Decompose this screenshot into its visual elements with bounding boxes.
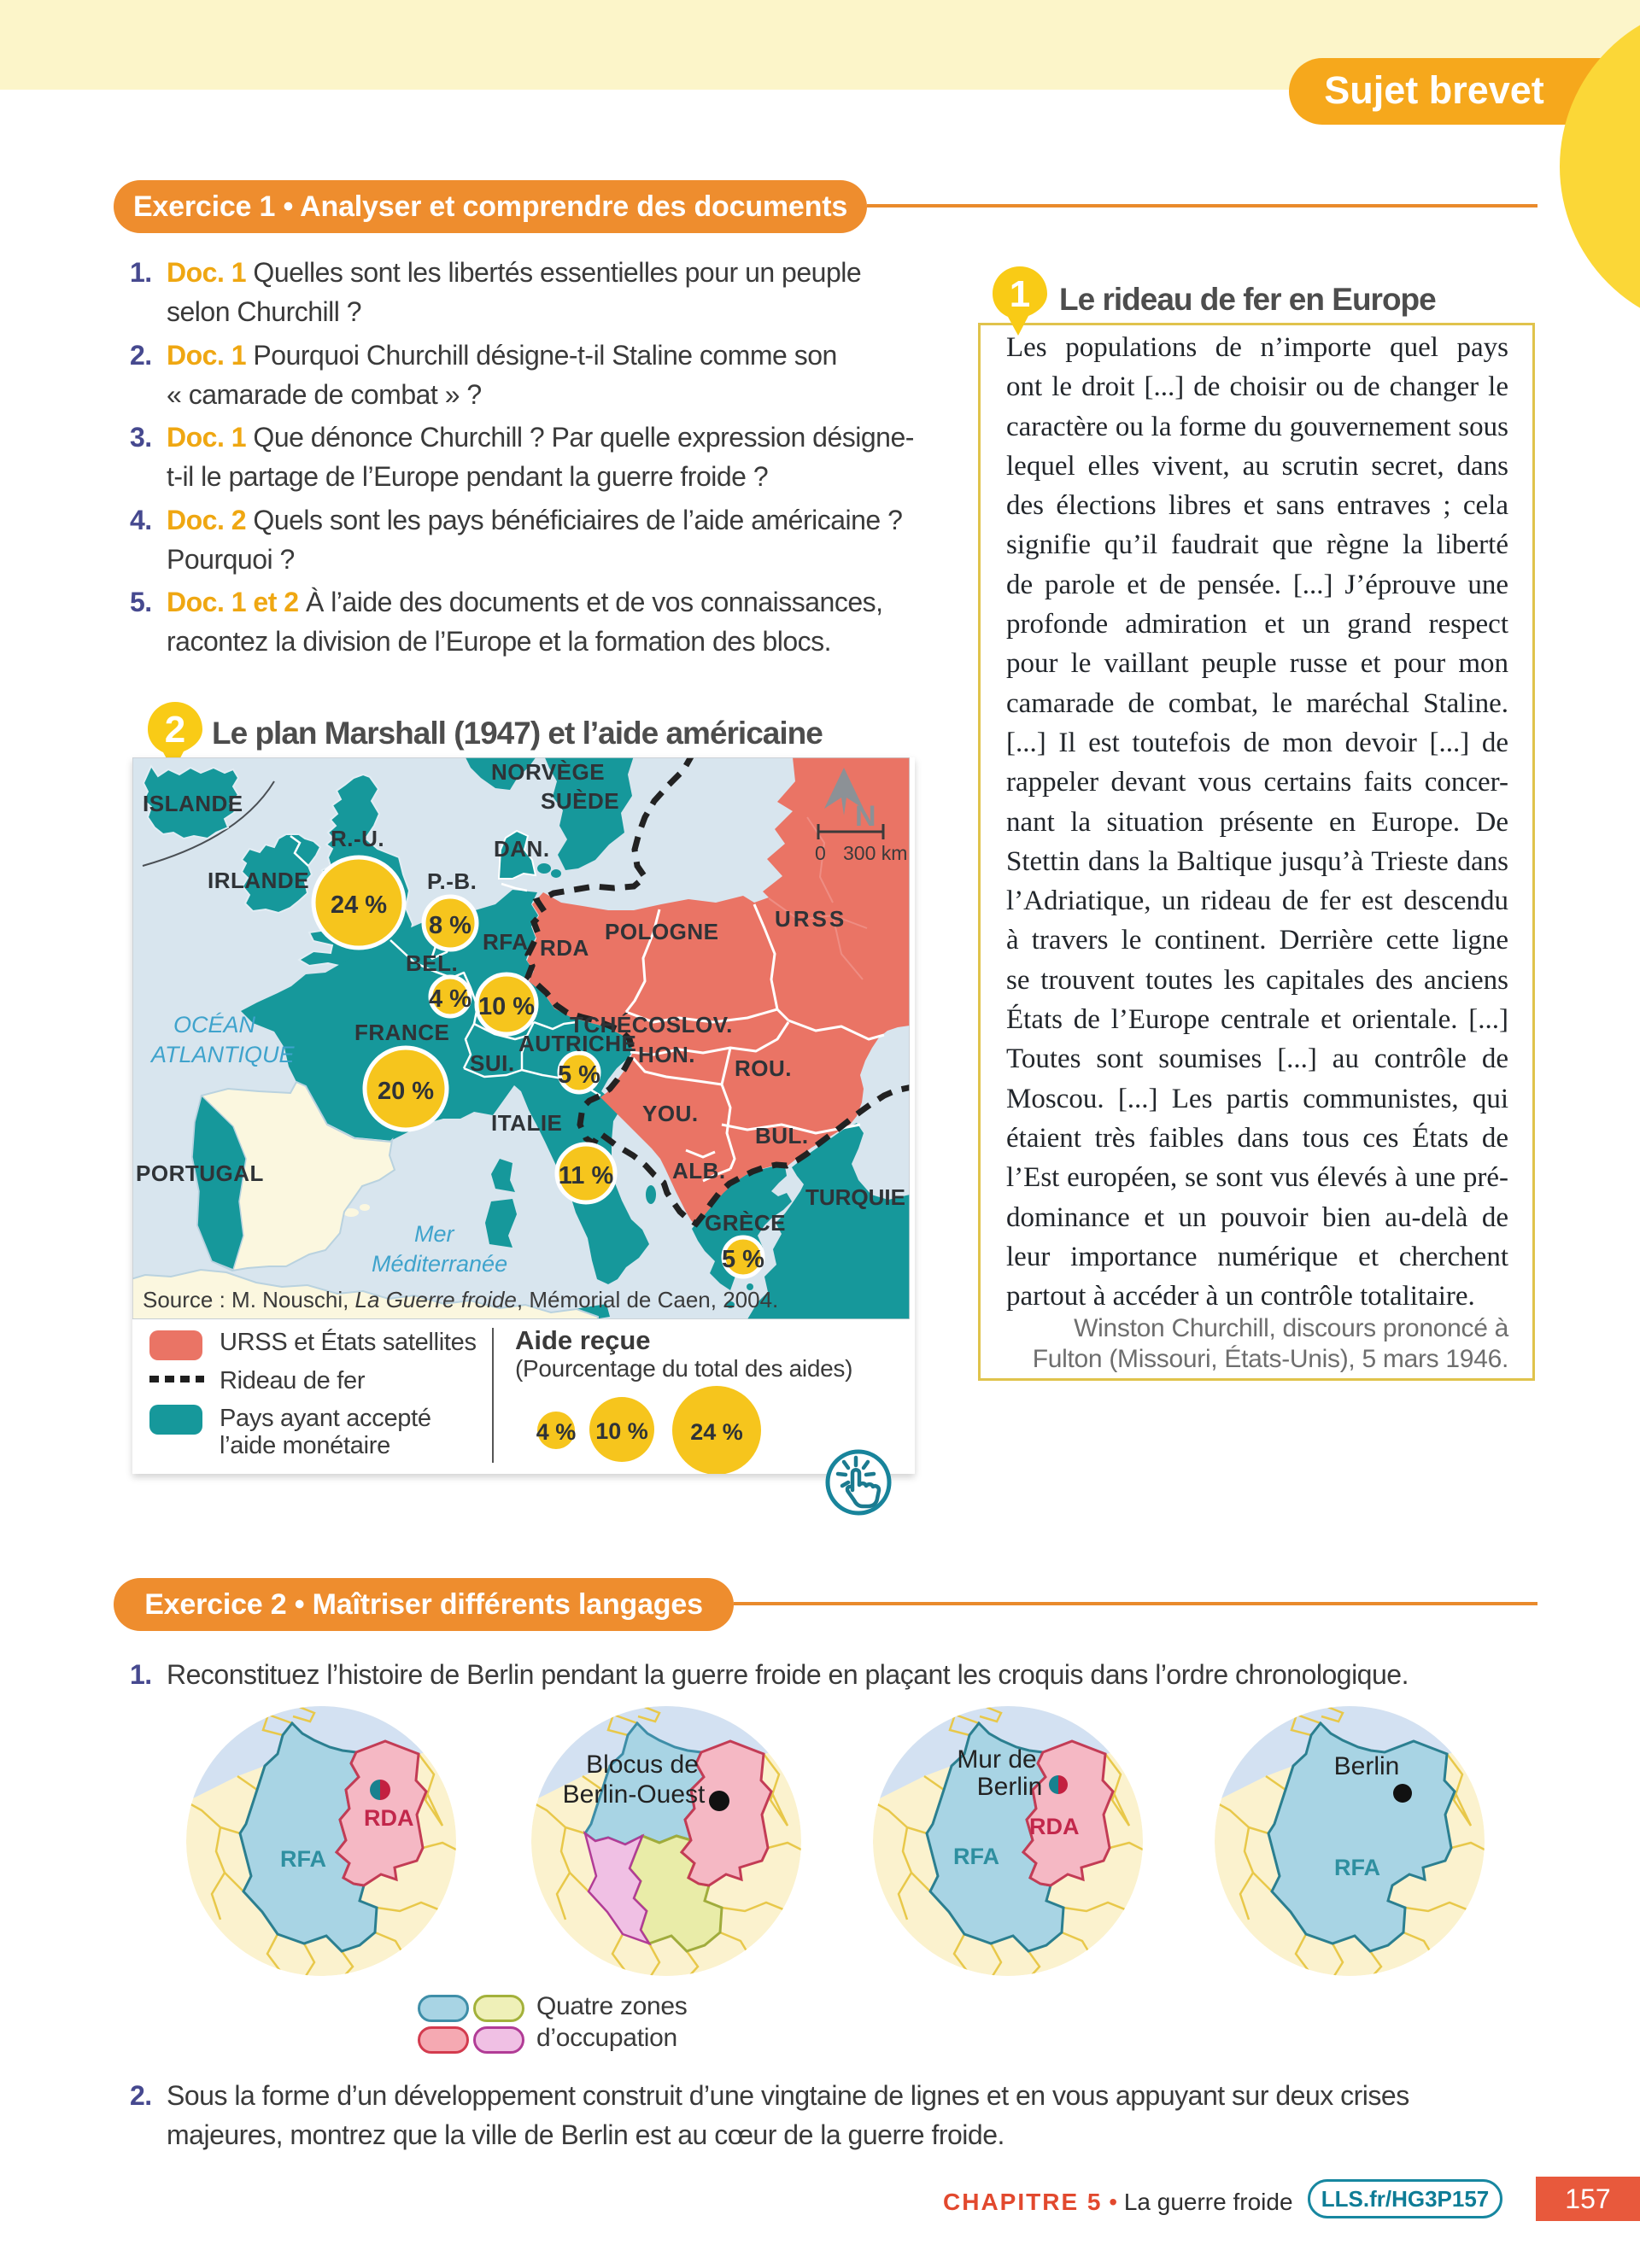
svg-text:Mer: Mer bbox=[414, 1221, 455, 1247]
svg-text:1: 1 bbox=[1010, 273, 1030, 315]
svg-text:Berlin: Berlin bbox=[977, 1773, 1043, 1801]
svg-text:Mur de: Mur de bbox=[957, 1745, 1036, 1774]
svg-text:RDA: RDA bbox=[540, 935, 589, 961]
svg-text:10 %: 10 % bbox=[478, 993, 535, 1020]
svg-text:0: 0 bbox=[815, 842, 826, 864]
svg-text:R.-U.: R.-U. bbox=[331, 826, 384, 851]
svg-text:BEL.: BEL. bbox=[406, 950, 458, 976]
svg-text:RDA: RDA bbox=[364, 1805, 414, 1831]
svg-text:RFA: RFA bbox=[953, 1844, 999, 1869]
svg-text:OCÉAN: OCÉAN bbox=[173, 1012, 256, 1038]
svg-text:POLOGNE: POLOGNE bbox=[605, 919, 719, 944]
svg-text:NORVÈGE: NORVÈGE bbox=[491, 759, 605, 785]
svg-text:300 km: 300 km bbox=[843, 842, 907, 864]
svg-text:N: N bbox=[855, 800, 876, 833]
svg-text:24 %: 24 % bbox=[690, 1419, 743, 1445]
svg-text:20 %: 20 % bbox=[378, 1078, 434, 1105]
svg-text:8 %: 8 % bbox=[429, 912, 472, 939]
svg-text:P.-B.: P.-B. bbox=[427, 868, 477, 894]
svg-text:YOU.: YOU. bbox=[642, 1101, 699, 1126]
svg-text:11 %: 11 % bbox=[559, 1162, 614, 1190]
svg-text:10 %: 10 % bbox=[595, 1418, 648, 1444]
svg-text:ALB.: ALB. bbox=[672, 1158, 726, 1184]
svg-text:ITALIE: ITALIE bbox=[491, 1110, 562, 1136]
svg-text:2: 2 bbox=[165, 709, 185, 751]
svg-text:TURQUIE: TURQUIE bbox=[805, 1184, 905, 1210]
svg-text:IRLANDE: IRLANDE bbox=[208, 868, 309, 893]
svg-text:AUTRICHE: AUTRICHE bbox=[518, 1031, 636, 1056]
svg-text:DAN.: DAN. bbox=[494, 836, 550, 862]
svg-text:4 %: 4 % bbox=[536, 1419, 577, 1445]
svg-text:FRANCE: FRANCE bbox=[354, 1020, 449, 1045]
svg-text:SUÈDE: SUÈDE bbox=[541, 788, 619, 814]
svg-text:GRÈCE: GRÈCE bbox=[705, 1210, 786, 1236]
svg-text:RFA: RFA bbox=[483, 929, 529, 955]
svg-text:ROU.: ROU. bbox=[735, 1055, 792, 1081]
svg-text:Méditerranée: Méditerranée bbox=[372, 1251, 507, 1277]
svg-text:5 %: 5 % bbox=[558, 1061, 600, 1089]
svg-text:5 %: 5 % bbox=[722, 1246, 764, 1273]
svg-text:24 %: 24 % bbox=[331, 891, 387, 919]
svg-text:TCHÉCOSLOV.: TCHÉCOSLOV. bbox=[570, 1012, 733, 1038]
svg-text:BUL.: BUL. bbox=[755, 1123, 809, 1149]
svg-text:4 %: 4 % bbox=[429, 985, 472, 1013]
svg-text:RDA: RDA bbox=[1029, 1814, 1080, 1839]
svg-text:PORTUGAL: PORTUGAL bbox=[136, 1160, 264, 1186]
svg-text:SUI.: SUI. bbox=[470, 1050, 515, 1076]
svg-text:ATLANTIQUE: ATLANTIQUE bbox=[149, 1042, 296, 1067]
svg-text:URSS: URSS bbox=[775, 906, 846, 932]
svg-text:HON.: HON. bbox=[638, 1042, 695, 1067]
svg-text:Berlin: Berlin bbox=[1334, 1752, 1400, 1780]
svg-text:Blocus de: Blocus de bbox=[586, 1751, 699, 1779]
svg-text:RFA: RFA bbox=[280, 1846, 326, 1872]
svg-text:Source : M. Nouschi, La Guerre: Source : M. Nouschi, La Guerre froide, M… bbox=[143, 1287, 778, 1312]
svg-text:ISLANDE: ISLANDE bbox=[143, 791, 243, 816]
svg-text:Berlin-Ouest: Berlin-Ouest bbox=[563, 1780, 706, 1809]
svg-text:RFA: RFA bbox=[1334, 1855, 1380, 1880]
